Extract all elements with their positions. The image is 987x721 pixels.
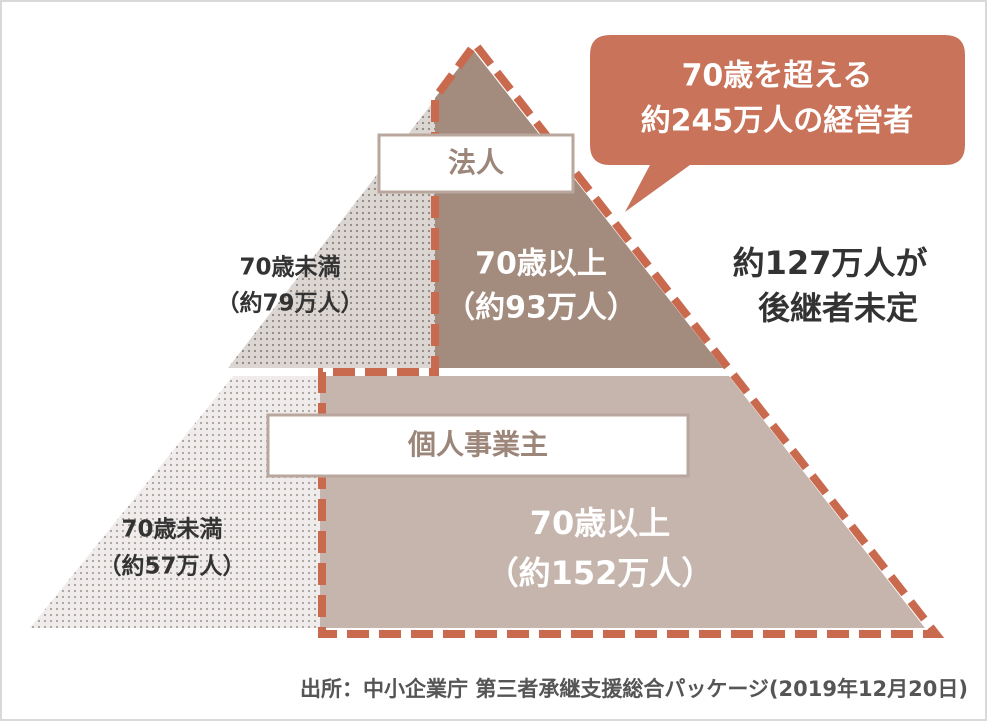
sole-proprietor-label: 個人事業主 (407, 428, 548, 461)
side-note: 約127万人が (733, 244, 928, 282)
corp-under70-area (228, 50, 473, 368)
label-box (266, 413, 690, 478)
sole-under70-area (30, 376, 320, 628)
corporation-label: 法人 (448, 146, 504, 179)
area-label: （約57万人） (98, 553, 245, 580)
callout-text: 70歳を超える (682, 59, 873, 94)
callout-bubble (590, 35, 965, 212)
area-label: （約93万人） (445, 291, 637, 326)
area-label: 70歳以上 (475, 247, 607, 282)
area-label: （約152万人） (487, 554, 714, 592)
area-label: （約79万人） (216, 290, 363, 317)
label-box (377, 133, 575, 194)
area-label: 70歳以上 (530, 504, 671, 542)
side-note: 後継者未定 (758, 289, 918, 327)
area-label: 70歳未満 (121, 517, 222, 543)
over70-outline (318, 37, 945, 638)
source: 出所：中小企業庁 第三者承継支援総合パッケージ(2019年12月20日) (300, 677, 968, 701)
corp-over70-area (435, 50, 723, 368)
callout-text: 約245万人の経営者 (641, 104, 914, 139)
area-label: 70歳未満 (239, 255, 340, 281)
